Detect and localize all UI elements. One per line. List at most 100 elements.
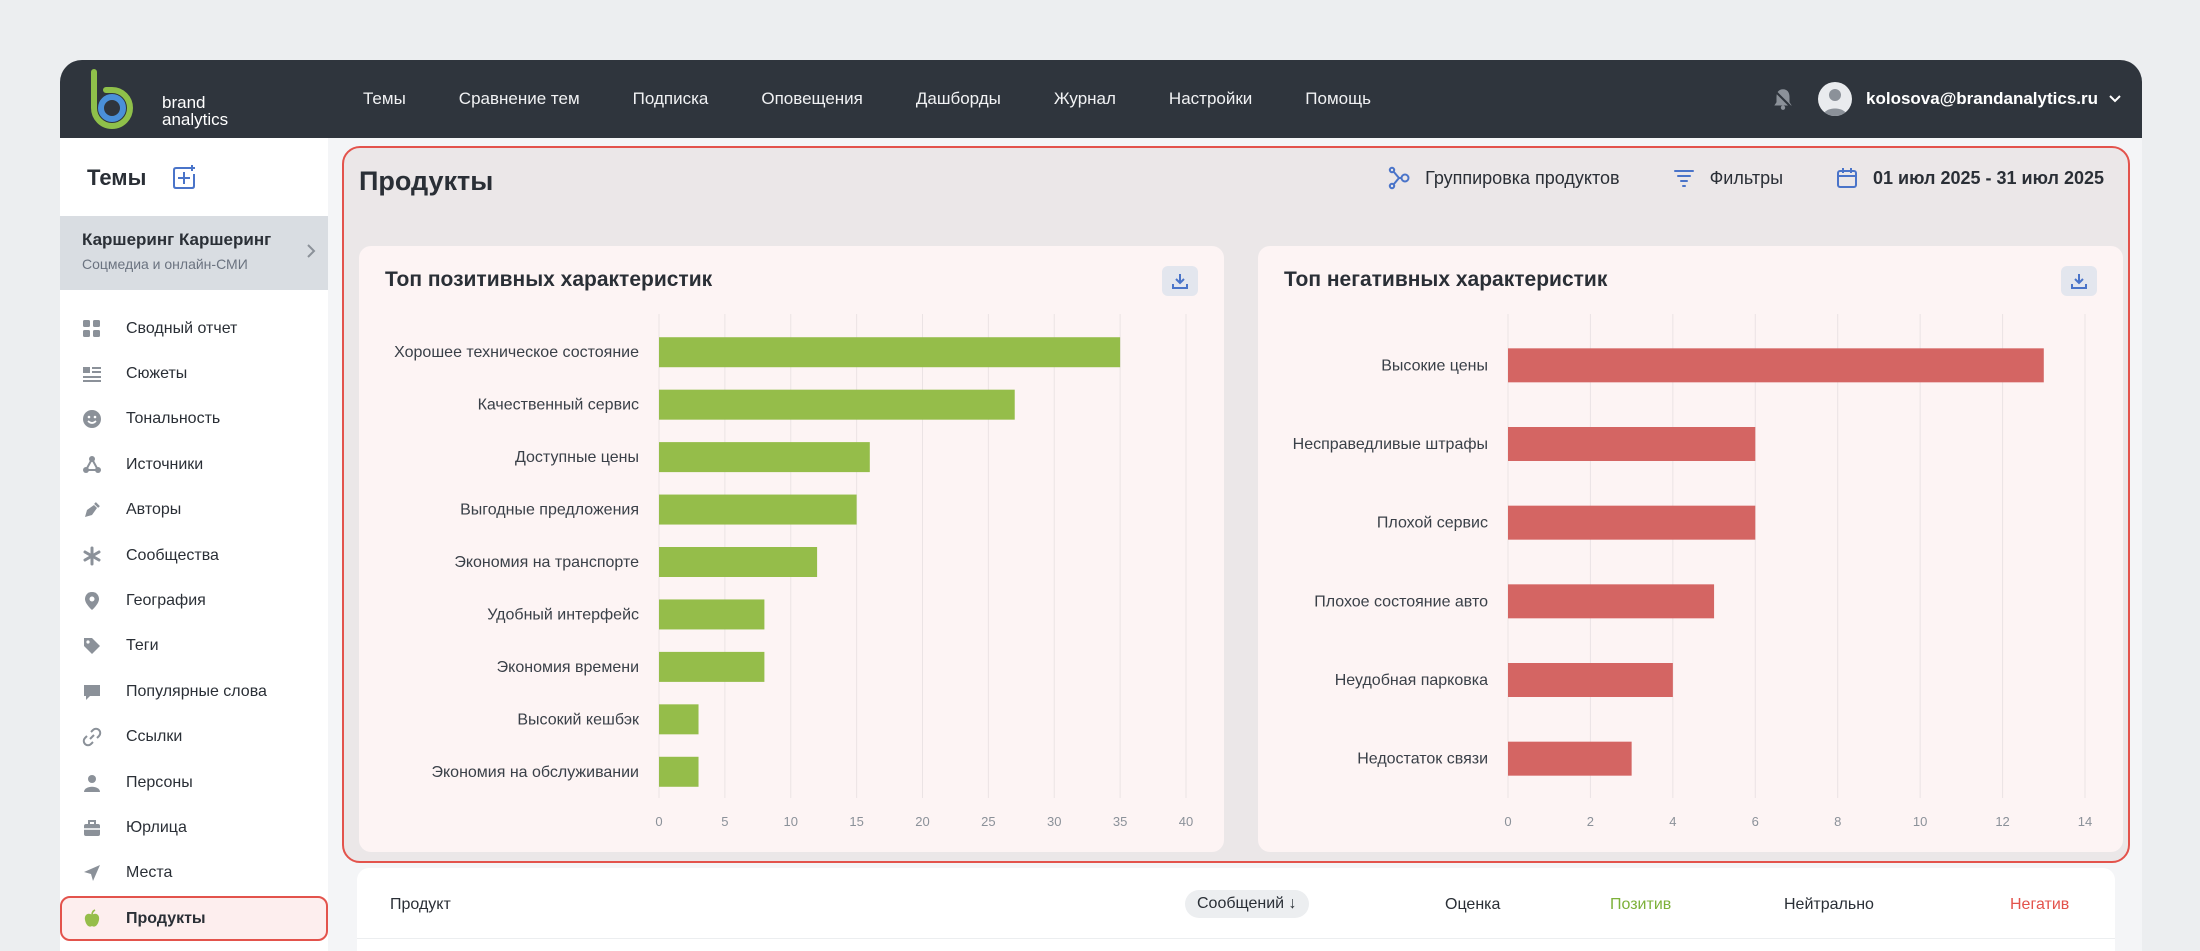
- category-label: Хорошее техническое состояние: [394, 344, 639, 361]
- sidebar-item-stories[interactable]: Сюжеты: [60, 351, 328, 396]
- tag-icon: [84, 638, 100, 655]
- x-tick-label: 15: [849, 814, 863, 829]
- brand-logo[interactable]: brand analytics: [86, 68, 228, 130]
- sidebar-item-places[interactable]: Места: [60, 851, 328, 896]
- sidebar-item-label: Популярные слова: [126, 682, 267, 700]
- bar-4[interactable]: [659, 494, 857, 525]
- nav-help[interactable]: Помощь: [1305, 89, 1371, 108]
- nav-themes[interactable]: Темы: [363, 89, 406, 108]
- nav-journal[interactable]: Журнал: [1053, 89, 1116, 108]
- logo-text-brand: brand: [162, 93, 206, 112]
- sidebar-item-label: Юрлица: [126, 818, 187, 836]
- x-tick-label: 30: [1047, 814, 1061, 829]
- sidebar-item-geography[interactable]: География: [60, 578, 328, 623]
- x-tick-label: 10: [784, 814, 798, 829]
- avatar[interactable]: [1818, 82, 1853, 116]
- bar-1[interactable]: [1508, 348, 2044, 383]
- current-theme-card[interactable]: Каршеринг Каршеринг Соцмедиа и онлайн-СМ…: [60, 216, 328, 290]
- bar-6[interactable]: [659, 599, 765, 630]
- category-label: Выгодные предложения: [460, 502, 639, 519]
- bar-5[interactable]: [659, 547, 818, 577]
- bar-7[interactable]: [659, 651, 765, 682]
- bar-8[interactable]: [659, 704, 699, 735]
- positive-features-chart: 0 5 10 15 20 25 30 35 40 Хорошее техническое сост…: [394, 314, 1193, 829]
- date-range-picker[interactable]: 01 июл 2025 - 31 июл 2025: [1835, 166, 2104, 190]
- map-pin-icon: [85, 592, 99, 611]
- category-label: Плохое состояние авто: [1314, 593, 1488, 610]
- sidebar-item-tags[interactable]: Теги: [60, 624, 328, 669]
- pen-icon: [85, 502, 100, 518]
- column-product[interactable]: Продукт: [390, 896, 451, 913]
- category-label: Несправедливые штрафы: [1293, 436, 1488, 453]
- bar-2[interactable]: [659, 389, 1015, 420]
- sidebar-item-persons[interactable]: Персоны: [60, 760, 328, 805]
- sidebar-item-authors[interactable]: Авторы: [60, 488, 328, 533]
- sidebar-item-products[interactable]: Продукты: [60, 896, 328, 942]
- category-label: Плохой сервис: [1377, 515, 1488, 532]
- products-panel: Продукты Группировка продуктов Фильтры 0…: [342, 146, 2130, 863]
- nav-alerts[interactable]: Оповещения: [761, 89, 863, 108]
- negative-features-chart: 0 2 4 6 8 10 12 14 Высокие цены Несправедливые шт…: [1293, 314, 2092, 829]
- bar-3[interactable]: [1508, 505, 1756, 540]
- download-negative-button[interactable]: [2061, 266, 2097, 296]
- nav-compare-themes[interactable]: Сравнение тем: [458, 89, 580, 108]
- sidebar-item-popular-words[interactable]: Популярные слова: [60, 669, 328, 714]
- sidebar-title: Темы: [87, 165, 147, 190]
- column-messages-sorted[interactable]: Сообщений ↓: [1185, 890, 1309, 918]
- user-avatar-icon: [1823, 89, 1848, 116]
- sidebar-item-links[interactable]: Ссылки: [60, 715, 328, 760]
- add-theme-icon[interactable]: [170, 164, 198, 192]
- filters-button[interactable]: Фильтры: [1672, 166, 1783, 190]
- chevron-down-icon[interactable]: [2108, 92, 2122, 106]
- sidebar-item-label: Сводный отчет: [126, 319, 238, 337]
- negative-chart-title: Топ негативных характеристик: [1284, 268, 1608, 291]
- asterisk-icon: [83, 546, 101, 566]
- sidebar-item-legal-entities[interactable]: Юрлица: [60, 805, 328, 850]
- bar-2[interactable]: [1508, 427, 1756, 461]
- category-label: Экономия времени: [497, 659, 639, 676]
- bar-4[interactable]: [1508, 584, 1715, 619]
- sidebar-item-sources[interactable]: Источники: [60, 442, 328, 487]
- sidebar-header: Темы: [87, 164, 198, 192]
- column-rating[interactable]: Оценка: [1445, 896, 1501, 913]
- bar-3[interactable]: [659, 442, 870, 473]
- grouping-label: Группировка продуктов: [1425, 167, 1620, 188]
- theme-subtitle: Соцмедиа и онлайн-СМИ: [82, 256, 248, 272]
- x-tick-label: 4: [1669, 814, 1676, 829]
- x-tick-label: 5: [721, 814, 728, 829]
- list-icon: [83, 367, 101, 383]
- negative-features-card: 0 2 4 6 8 10 12 14 Высокие цены Несправедливые шт…: [1258, 246, 2123, 852]
- x-tick-label: 14: [2078, 814, 2092, 829]
- user-menu[interactable]: kolosova@brandanalytics.ru: [1770, 60, 2122, 138]
- x-tick-label: 0: [655, 814, 662, 829]
- user-email[interactable]: kolosova@brandanalytics.ru: [1866, 89, 2098, 108]
- bell-icon[interactable]: [1770, 86, 1796, 112]
- nav-settings[interactable]: Настройки: [1168, 89, 1253, 108]
- column-negative[interactable]: Негатив: [2010, 896, 2070, 913]
- sidebar-item-label: Теги: [126, 637, 159, 655]
- link-icon: [82, 727, 102, 747]
- bar-6[interactable]: [1508, 741, 1632, 776]
- sidebar-item-label: Сообщества: [126, 546, 219, 564]
- bar-9[interactable]: [659, 756, 699, 787]
- column-neutral[interactable]: Нейтрально: [1784, 896, 1874, 913]
- download-positive-button[interactable]: [1162, 266, 1198, 296]
- x-tick-label: 25: [981, 814, 995, 829]
- nav-dashboards[interactable]: Дашборды: [915, 89, 1001, 108]
- sidebar-item-tonality[interactable]: Тональность: [60, 397, 328, 442]
- navigation-icon: [84, 865, 100, 882]
- sidebar-item-summary[interactable]: Сводный отчет: [60, 306, 328, 351]
- column-positive[interactable]: Позитив: [1610, 896, 1672, 913]
- person-icon: [84, 774, 100, 792]
- page-title: Продукты: [359, 166, 494, 196]
- chat-icon: [84, 684, 100, 700]
- sidebar-item-communities[interactable]: Сообщества: [60, 533, 328, 578]
- nav-subscription[interactable]: Подписка: [632, 89, 709, 108]
- bar-1[interactable]: [659, 337, 1121, 368]
- sidebar-item-label: География: [126, 592, 206, 610]
- filter-icon: [1673, 170, 1694, 187]
- bar-5[interactable]: [1508, 663, 1673, 697]
- x-tick-label: 8: [1834, 814, 1841, 829]
- grouping-button[interactable]: Группировка продуктов: [1387, 166, 1620, 190]
- main-nav: Темы Сравнение тем Подписка Оповещения Д…: [363, 60, 1424, 138]
